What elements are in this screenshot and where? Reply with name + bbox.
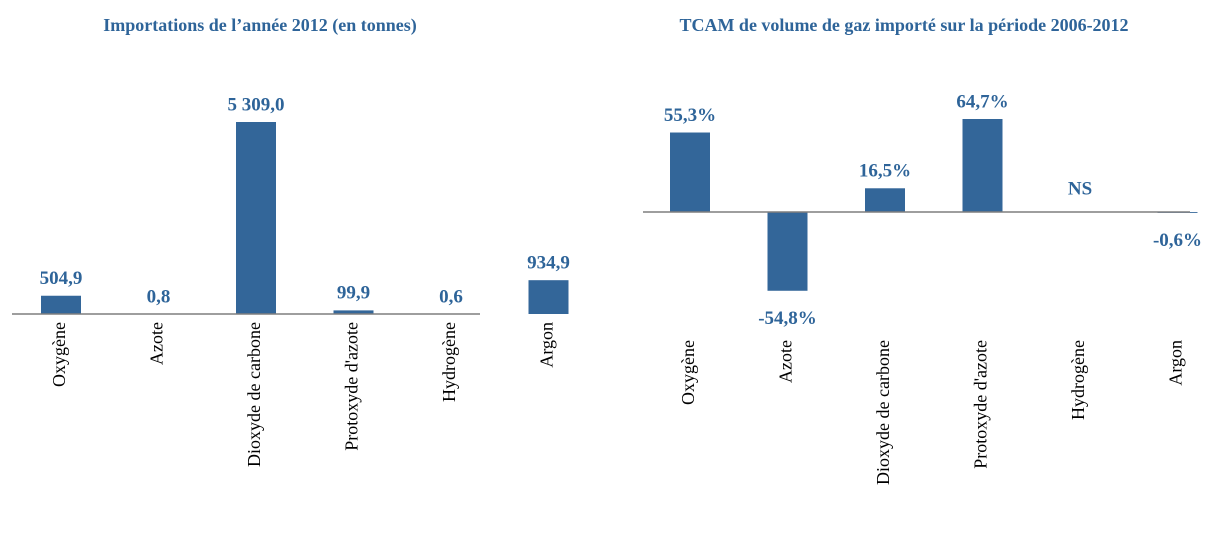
x-tick-label: Hydrogène <box>439 322 459 402</box>
x-tick-label: Dioxyde de carbone <box>244 322 264 467</box>
bar <box>670 132 710 212</box>
bar <box>865 188 905 212</box>
value-label: 55,3% <box>664 105 716 126</box>
value-label: -54,8% <box>758 308 817 329</box>
value-label: 16,5% <box>859 161 911 182</box>
x-tick-label: Hydrogène <box>1068 340 1088 420</box>
x-tick-label: Azote <box>776 340 796 383</box>
chart-title: Importations de l’année 2012 (en tonnes) <box>103 15 417 36</box>
bar <box>236 122 276 314</box>
bar <box>962 119 1003 212</box>
chart-title: TCAM de volume de gaz importé sur la pér… <box>679 15 1128 35</box>
value-label: 99,9 <box>337 283 370 304</box>
x-tick-label: Dioxyde de carbone <box>873 340 893 485</box>
value-label: 64,7% <box>956 91 1008 112</box>
x-tick-label: Protoxyde d'azote <box>971 340 991 469</box>
value-label: -0,6% <box>1153 230 1202 251</box>
bar <box>528 280 569 314</box>
bar <box>333 310 374 314</box>
value-label: 5 309,0 <box>228 94 285 115</box>
x-tick-label: Argon <box>537 322 557 368</box>
x-tick-label: Oxygène <box>678 340 698 405</box>
x-tick-label: Azote <box>147 322 167 365</box>
bar <box>767 212 808 291</box>
x-tick-label: Protoxyde d'azote <box>342 322 362 451</box>
value-label: 0,8 <box>147 286 171 307</box>
bar <box>41 295 81 314</box>
value-label: 934,9 <box>527 253 570 274</box>
value-label: NS <box>1068 178 1092 199</box>
value-label: 0,6 <box>439 286 463 307</box>
x-tick-label: Argon <box>1166 340 1186 386</box>
x-tick-label: Oxygène <box>49 322 69 387</box>
value-label: 504,9 <box>40 268 83 289</box>
